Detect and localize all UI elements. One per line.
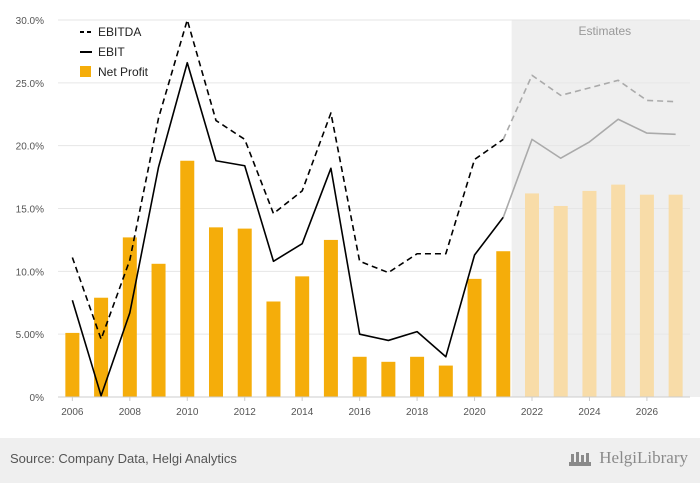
- bar-net-profit: [525, 193, 539, 397]
- y-tick-label: 20.0%: [16, 142, 44, 153]
- y-tick-label: 15.0%: [16, 205, 44, 216]
- helgi-library-logo: HelgiLibrary: [567, 448, 688, 468]
- bar-net-profit: [410, 356, 425, 397]
- bar-net-profit: [496, 251, 511, 397]
- x-tick-label: 2018: [406, 407, 429, 418]
- bar-net-profit: [122, 237, 137, 397]
- bar-net-profit: [352, 356, 367, 397]
- bar-net-profit: [323, 239, 338, 397]
- bar-net-profit: [237, 228, 252, 397]
- y-tick-label: 5.00%: [16, 330, 44, 341]
- y-tick-label: 30.0%: [16, 16, 44, 27]
- x-tick-label: 2020: [463, 407, 486, 418]
- line-ebitda-estimate: [502, 74, 676, 140]
- y-tick-label: 25.0%: [16, 79, 44, 90]
- footer-bar: Source: Company Data, Helgi Analytics He…: [0, 438, 700, 483]
- line-ebitda: [71, 19, 504, 340]
- chart-svg: Estimates 0% 5.00% 10.0% 15.0% 20.0% 25.0% 30.…: [16, 16, 700, 418]
- x-tick-label: 2012: [234, 407, 257, 418]
- bar-net-profit: [266, 301, 281, 397]
- bar-net-profit: [582, 190, 597, 397]
- bar-net-profit: [639, 194, 654, 397]
- estimates-label: Estimates: [578, 24, 631, 38]
- library-icon: [569, 452, 592, 466]
- legend-label: EBITDA: [98, 25, 141, 39]
- x-tick-label: 2024: [578, 407, 601, 418]
- bar-net-profit: [467, 278, 482, 397]
- x-tick-label: 2026: [636, 407, 659, 418]
- legend-label: EBIT: [98, 45, 125, 59]
- legend-swatch: [80, 66, 91, 77]
- legend-label: Net Profit: [98, 65, 149, 79]
- bar-net-profit: [151, 263, 166, 397]
- bar-net-profit: [381, 361, 396, 397]
- bar-net-profit: [94, 297, 109, 397]
- bar-net-profit: [438, 365, 453, 397]
- x-tick-label: 2010: [176, 407, 199, 418]
- source-text: Source: Company Data, Helgi Analytics: [10, 451, 237, 466]
- x-tick-label: 2016: [349, 407, 372, 418]
- bar-net-profit: [668, 194, 683, 397]
- bar-net-profit: [295, 276, 310, 397]
- line-ebit: [71, 61, 504, 397]
- x-tick-label: 2022: [521, 407, 544, 418]
- y-tick-label: 0%: [30, 393, 45, 404]
- y-tick-label: 10.0%: [16, 267, 44, 278]
- bar-net-profit: [65, 332, 80, 397]
- bar-net-profit: [553, 205, 568, 397]
- brand-name: HelgiLibrary: [599, 448, 688, 467]
- bar-net-profit: [611, 184, 626, 397]
- bar-net-profit: [209, 227, 223, 397]
- x-tick-label: 2006: [61, 407, 84, 418]
- x-tick-label: 2008: [119, 407, 142, 418]
- line-ebit-estimate: [502, 118, 676, 218]
- bar-net-profit: [180, 160, 195, 397]
- x-tick-label: 2014: [291, 407, 314, 418]
